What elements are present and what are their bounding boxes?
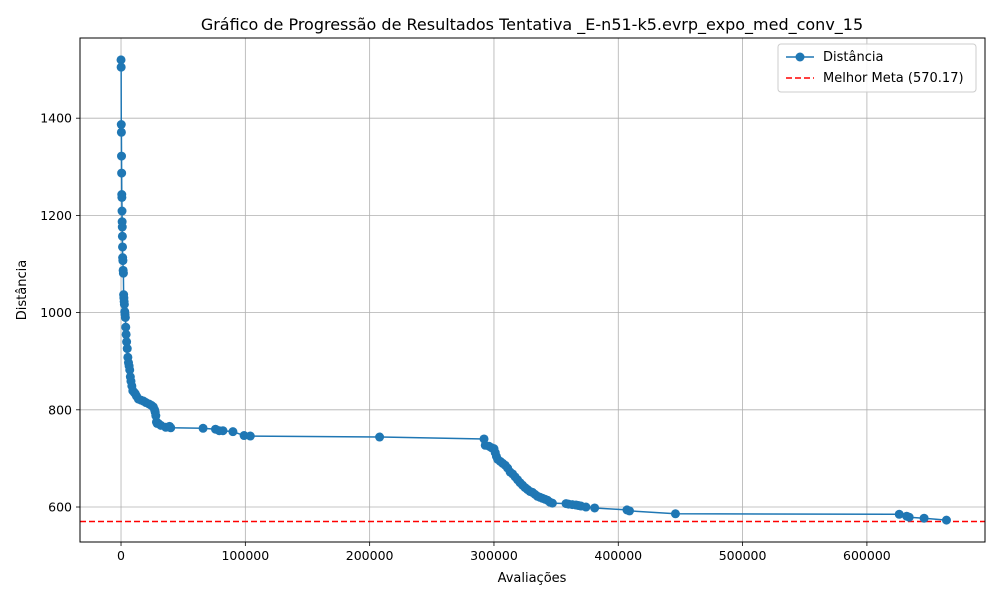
y-tick-label: 1000 [40, 305, 72, 320]
data-point [125, 365, 135, 375]
legend-box [777, 43, 977, 93]
data-point [117, 231, 127, 241]
data-point [904, 512, 914, 522]
data-point [198, 423, 208, 433]
chart-title: Gráfico de Progressão de Resultados Tent… [201, 15, 863, 35]
data-point [670, 509, 680, 519]
x-tick-label: 400000 [594, 548, 642, 563]
data-point [919, 513, 929, 523]
data-point [120, 312, 130, 322]
data-point [117, 168, 127, 178]
data-point [894, 509, 904, 519]
y-tick-label: 600 [48, 500, 72, 515]
data-point [590, 503, 600, 513]
data-point [116, 55, 126, 65]
data-point [117, 222, 127, 232]
grid [80, 38, 985, 542]
series-group [116, 55, 951, 525]
x-tick-label: 100000 [221, 548, 269, 563]
plot-frame [79, 37, 986, 543]
legend-series-marker [795, 52, 805, 62]
data-point [121, 329, 131, 339]
x-tick-label: 0 [117, 548, 125, 563]
data-point [118, 256, 128, 266]
data-point [116, 120, 126, 130]
data-point [122, 337, 132, 347]
data-point [117, 192, 127, 202]
data-point [245, 431, 255, 441]
data-point [117, 206, 127, 216]
data-point [218, 426, 228, 436]
data-point [375, 432, 385, 442]
data-point [119, 299, 129, 309]
legend: Distância Melhor Meta (570.17) [777, 43, 977, 93]
data-point [122, 344, 132, 354]
ticks: 0 100000 200000 300000 400000 500000 600000 600… [40, 111, 891, 563]
y-tick-label: 1400 [40, 111, 72, 126]
data-point [941, 515, 951, 525]
legend-series-label: Distância [823, 50, 883, 65]
legend-reference-label: Melhor Meta (570.17) [823, 71, 964, 86]
x-axis-title: Avaliações [498, 571, 567, 586]
data-point [624, 506, 634, 516]
data-point [116, 127, 126, 137]
data-point [547, 498, 557, 508]
data-point [166, 423, 176, 433]
x-tick-label: 200000 [346, 548, 394, 563]
data-point [118, 242, 128, 252]
data-point [228, 427, 238, 437]
data-point [581, 502, 591, 512]
y-tick-label: 800 [48, 402, 72, 417]
x-tick-label: 600000 [843, 548, 891, 563]
data-point [121, 322, 131, 332]
x-tick-label: 500000 [719, 548, 767, 563]
data-point [118, 268, 128, 278]
y-axis-title: Distância [15, 260, 30, 320]
y-tick-label: 1200 [40, 208, 72, 223]
x-tick-label: 300000 [470, 548, 518, 563]
data-point [117, 151, 127, 161]
data-point [116, 62, 126, 72]
